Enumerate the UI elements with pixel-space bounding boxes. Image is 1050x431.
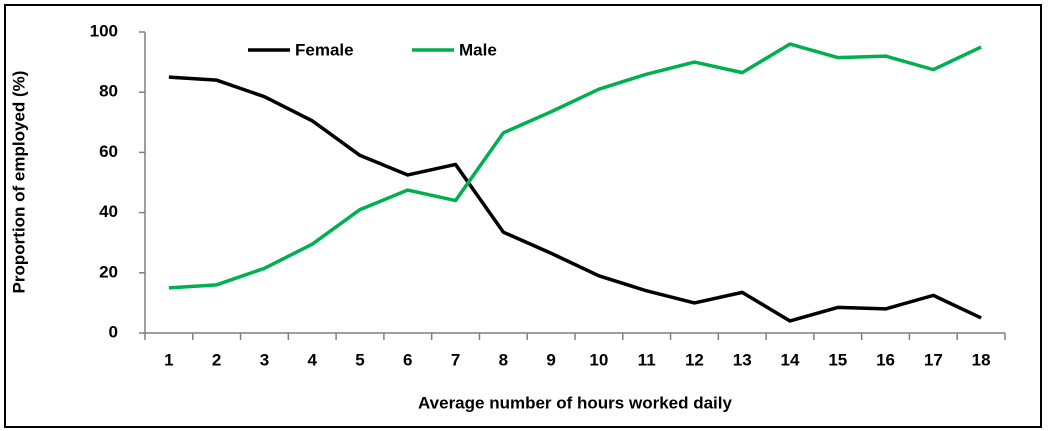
- x-tick-label: 6: [403, 350, 412, 369]
- y-tick-label: 80: [99, 82, 118, 101]
- x-axis-title: Average number of hours worked daily: [418, 393, 732, 412]
- y-tick-label: 20: [99, 262, 118, 281]
- x-tick-label: 17: [924, 350, 943, 369]
- x-tick-label: 4: [307, 350, 317, 369]
- data-line: [168, 42, 982, 290]
- y-tick-label: 0: [109, 322, 118, 341]
- y-tick-label: 100: [90, 21, 118, 40]
- x-tick-label: 10: [589, 350, 608, 369]
- x-tick-label: 14: [781, 350, 800, 369]
- x-tick-label: 11: [638, 350, 656, 369]
- x-tick-label: 13: [733, 350, 752, 369]
- x-tick-label: 3: [260, 350, 269, 369]
- y-tick-label: 60: [99, 142, 118, 161]
- x-tick-label: 2: [212, 350, 221, 369]
- chart-border: [4, 4, 1042, 428]
- legend-label: Male: [459, 40, 497, 59]
- legend-label: Female: [295, 40, 354, 59]
- x-tick-label: 5: [355, 350, 364, 369]
- y-tick-label: 40: [99, 202, 118, 221]
- x-tick-label: 9: [546, 350, 555, 369]
- x-tick-label: 16: [876, 350, 895, 369]
- x-tick-label: 7: [451, 350, 460, 369]
- x-tick-label: 12: [685, 350, 704, 369]
- x-tick-label: 1: [164, 350, 173, 369]
- x-tick-label: 8: [499, 350, 508, 369]
- x-tick-label: 15: [828, 350, 847, 369]
- data-line: [168, 75, 982, 323]
- y-axis-title: Proportion of employed (%): [9, 71, 28, 294]
- x-tick-label: 18: [972, 350, 991, 369]
